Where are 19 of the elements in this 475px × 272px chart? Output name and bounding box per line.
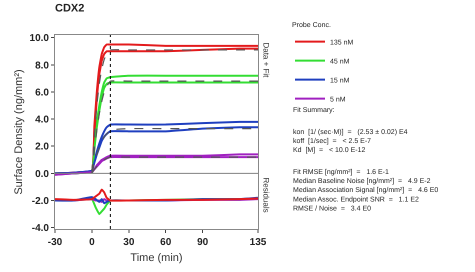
y-tick-label: 8.0: [35, 60, 50, 72]
chart-title: CDX2: [55, 2, 84, 15]
x-tick-label: 0: [89, 237, 96, 248]
y-tick-label: -2.0: [32, 196, 50, 208]
x-axis-title: Time (min): [130, 252, 183, 264]
x-tick-label: 135: [250, 237, 267, 248]
y-tick-label: -4.0: [32, 223, 50, 234]
y-axis-title: Surface Density (ng/mm²): [13, 69, 26, 195]
text: Residuals: [262, 177, 271, 213]
x-tick-label: 90: [197, 237, 209, 248]
text: Data + Fit: [262, 42, 271, 78]
y-tick-label: 0.0: [35, 168, 50, 180]
x-tick-label: 60: [160, 237, 172, 248]
x-tick-label: 30: [123, 237, 135, 248]
y-tick-label: 6.0: [35, 87, 50, 98]
x-tick-label: -30: [48, 237, 63, 248]
y-tick-label: 2.0: [35, 142, 50, 153]
y-tick-label: 10.0: [30, 33, 50, 44]
y-tick-label: 4.0: [35, 114, 50, 126]
